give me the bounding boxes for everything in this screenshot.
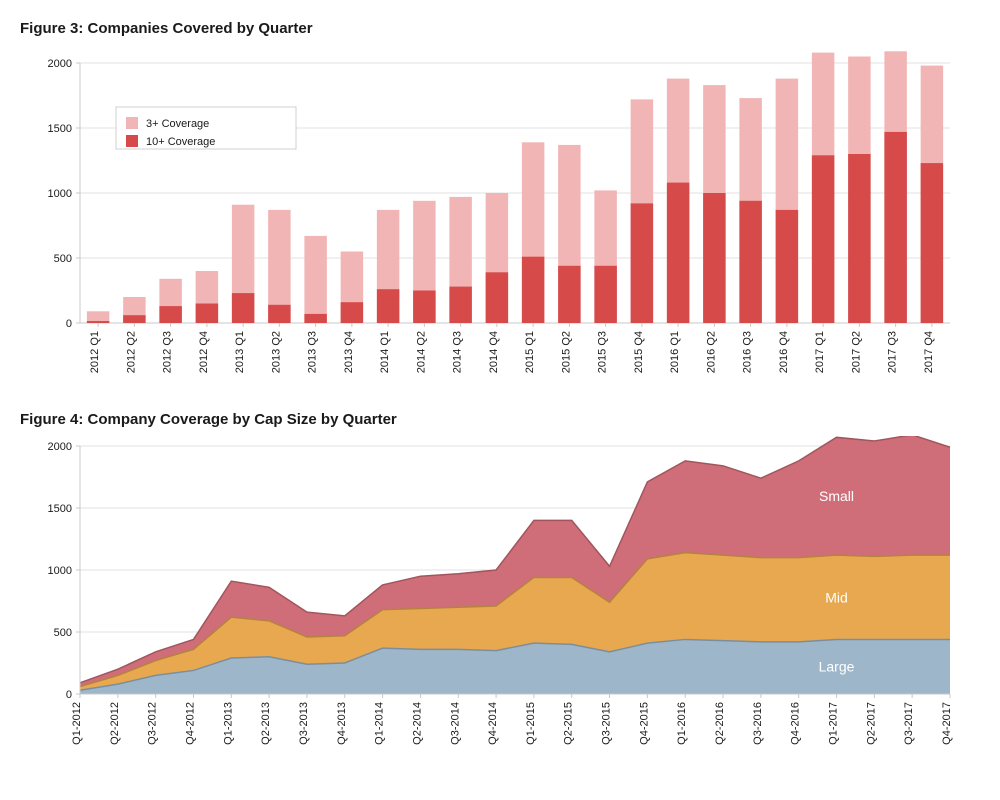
svg-text:2000: 2000 (48, 441, 72, 453)
bar-10plus (413, 291, 435, 324)
svg-text:Q3-2013: Q3-2013 (298, 702, 310, 745)
svg-text:0: 0 (66, 689, 72, 701)
svg-text:Q2-2012: Q2-2012 (109, 702, 121, 745)
svg-text:2014 Q1: 2014 Q1 (379, 331, 391, 373)
area-label: Mid (825, 589, 848, 605)
svg-text:Q1-2012: Q1-2012 (71, 702, 83, 745)
svg-text:2015 Q2: 2015 Q2 (560, 331, 572, 373)
svg-text:0: 0 (66, 318, 72, 330)
svg-text:1000: 1000 (48, 565, 72, 577)
svg-text:2016 Q2: 2016 Q2 (705, 331, 717, 373)
svg-text:2015 Q4: 2015 Q4 (633, 331, 645, 373)
svg-text:2014 Q4: 2014 Q4 (488, 331, 500, 373)
bar-10plus (377, 289, 399, 323)
svg-text:2012 Q2: 2012 Q2 (125, 331, 137, 373)
bar-10plus (449, 287, 471, 323)
bar-10plus (558, 266, 580, 323)
svg-text:Q4-2016: Q4-2016 (790, 702, 802, 745)
bar-10plus (268, 305, 290, 323)
svg-text:2017 Q1: 2017 Q1 (814, 331, 826, 373)
svg-text:2015 Q3: 2015 Q3 (597, 331, 609, 373)
svg-text:2012 Q1: 2012 Q1 (89, 331, 101, 373)
svg-text:2000: 2000 (48, 58, 72, 70)
svg-text:2013 Q4: 2013 Q4 (343, 331, 355, 373)
figure-4-svg: 0 500 1000 1500 2000 Q1-2012 Q2-2012 Q3-2012 Q4-… (20, 436, 980, 756)
bar-10plus (703, 193, 725, 323)
svg-text:Q1-2016: Q1-2016 (676, 702, 688, 745)
svg-text:1000: 1000 (48, 188, 72, 200)
svg-text:1500: 1500 (48, 503, 72, 515)
svg-text:Q3-2015: Q3-2015 (601, 702, 613, 745)
figure-4-title: Figure 4: Company Coverage by Cap Size b… (20, 411, 980, 428)
svg-text:Q2-2013: Q2-2013 (260, 702, 272, 745)
svg-text:Q4-2013: Q4-2013 (336, 702, 348, 745)
area-label: Small (819, 488, 854, 504)
svg-text:Q3-2017: Q3-2017 (903, 702, 915, 745)
bar-10plus (667, 183, 689, 323)
svg-text:2013 Q3: 2013 Q3 (307, 331, 319, 373)
svg-text:Q3-2012: Q3-2012 (147, 702, 159, 745)
bar-10plus (776, 210, 798, 323)
bar-10plus (87, 321, 109, 323)
svg-text:Q4-2012: Q4-2012 (184, 702, 196, 745)
figure-4: Figure 4: Company Coverage by Cap Size b… (20, 411, 980, 756)
svg-text:2013 Q1: 2013 Q1 (234, 331, 246, 373)
figure-3: Figure 3: Companies Covered by Quarter 0… (20, 20, 980, 385)
svg-text:Q1-2015: Q1-2015 (525, 702, 537, 745)
svg-text:Q2-2015: Q2-2015 (563, 702, 575, 745)
legend-swatch (126, 117, 138, 129)
bar-10plus (631, 203, 653, 323)
svg-text:2016 Q1: 2016 Q1 (669, 331, 681, 373)
bar-10plus (486, 272, 508, 323)
svg-text:2016 Q4: 2016 Q4 (778, 331, 790, 373)
legend-label: 10+ Coverage (146, 136, 215, 148)
legend-label: 3+ Coverage (146, 118, 209, 130)
svg-text:Q4-2017: Q4-2017 (941, 702, 953, 745)
svg-text:2017 Q4: 2017 Q4 (923, 331, 935, 373)
bar-3plus (304, 236, 326, 323)
svg-text:2015 Q1: 2015 Q1 (524, 331, 536, 373)
bar-10plus (739, 201, 761, 323)
bar-10plus (812, 155, 834, 323)
svg-text:2014 Q3: 2014 Q3 (452, 331, 464, 373)
svg-text:2017 Q2: 2017 Q2 (850, 331, 862, 373)
bar-10plus (123, 315, 145, 323)
bar-10plus (921, 163, 943, 323)
bar-10plus (594, 266, 616, 323)
area-label: Large (819, 659, 855, 675)
svg-text:Q2-2016: Q2-2016 (714, 702, 726, 745)
figure-3-svg: 0 500 1000 1500 2000 2012 Q1 2012 Q2 2012 Q3 201… (20, 45, 980, 385)
svg-text:Q4-2015: Q4-2015 (638, 702, 650, 745)
bar-10plus (196, 304, 218, 324)
svg-text:2012 Q3: 2012 Q3 (162, 331, 174, 373)
svg-text:2013 Q2: 2013 Q2 (270, 331, 282, 373)
svg-text:2016 Q3: 2016 Q3 (742, 331, 754, 373)
bar-10plus (159, 306, 181, 323)
figure-3-title: Figure 3: Companies Covered by Quarter (20, 20, 980, 37)
bar-10plus (304, 314, 326, 323)
svg-text:Q2-2017: Q2-2017 (865, 702, 877, 745)
svg-text:1500: 1500 (48, 123, 72, 135)
svg-text:Q3-2014: Q3-2014 (449, 702, 461, 745)
bar-10plus (232, 293, 254, 323)
svg-text:2012 Q4: 2012 Q4 (198, 331, 210, 373)
svg-text:Q1-2013: Q1-2013 (222, 702, 234, 745)
bar-10plus (341, 302, 363, 323)
svg-text:Q1-2014: Q1-2014 (374, 702, 386, 745)
svg-text:Q2-2014: Q2-2014 (411, 702, 423, 745)
bar-10plus (522, 257, 544, 323)
svg-text:Q3-2016: Q3-2016 (752, 702, 764, 745)
svg-text:500: 500 (54, 627, 72, 639)
svg-text:Q4-2014: Q4-2014 (487, 702, 499, 745)
bar-10plus (848, 154, 870, 323)
svg-text:2014 Q2: 2014 Q2 (415, 331, 427, 373)
svg-text:2017 Q3: 2017 Q3 (887, 331, 899, 373)
legend-swatch (126, 135, 138, 147)
bar-10plus (884, 132, 906, 323)
svg-text:Q1-2017: Q1-2017 (828, 702, 840, 745)
svg-text:500: 500 (54, 253, 72, 265)
